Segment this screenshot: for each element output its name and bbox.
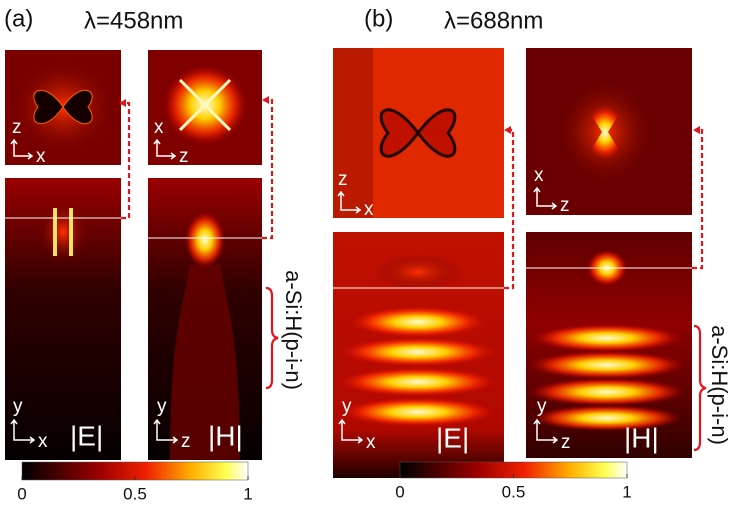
panel-b: (b) λ=688nm z x x z y x |E| y z |H| a-Si… [333,5,732,479]
axis-label: x [366,432,376,453]
panel-label: (a) [4,5,33,32]
field-band [338,337,498,367]
axis-arrows [338,418,364,444]
hot-spot [185,212,225,268]
field-band [532,405,682,431]
field-band [532,324,682,352]
axis-label: y [157,396,167,417]
hot-spot [53,208,57,256]
axis-arrows [533,186,558,210]
field-glow [373,254,463,290]
axis-label: x [534,165,544,186]
wavelength: λ=458nm [84,7,183,34]
colorbar-tick-label: 1 [622,482,631,501]
colorbar-tick-label: 0.5 [123,484,147,503]
axis-arrows [337,190,362,214]
arrow-head [119,99,126,107]
axis-arrows [10,418,36,444]
axis-label: y [537,396,547,417]
axis-arrows [533,418,559,444]
hot-spot [69,208,73,256]
axis-label: z [561,432,571,453]
link-arrow [121,101,131,220]
colorbar-tick-label: 0 [395,482,404,501]
field-label: |H| [624,422,659,453]
link-arrow [262,98,274,240]
axis-label: z [338,169,348,190]
link-arrow [504,128,515,290]
axis-label: x [364,199,374,220]
brace [265,286,279,390]
field-label: |E| [70,420,103,451]
field-label: |E| [436,422,469,453]
axis-label: z [560,195,570,216]
axis-arrows [153,418,179,444]
field-band [348,306,488,338]
field-band [336,367,500,397]
field-label: |H| [208,420,243,451]
axis-label: z [181,431,191,452]
colorbar-tick-label: 0 [17,484,26,503]
colorbar-tick-label: 1 [243,484,252,503]
layer-label: a-Si:H(p-i-n) [707,325,732,445]
field-band [338,397,498,427]
axis-label: x [154,117,164,138]
particle [178,78,232,132]
particle [585,105,625,160]
colorbar-tick-label: 0.5 [502,482,526,501]
axis-arrows [10,138,34,160]
arrow-head [693,126,700,134]
particle [33,89,93,125]
particle [379,108,457,158]
wavelength: λ=688nm [444,7,543,34]
panel-label: (b) [364,5,393,32]
link-arrow [692,128,704,270]
panel-a: (a) λ=458nm z x x z y x |E| y z |H| a-Si… [4,5,306,481]
axis-label: z [179,146,189,167]
arrow-head [504,126,511,134]
axis-arrows [153,138,177,160]
layer-label: a-Si:H(p-i-n) [281,270,306,390]
arrow-head [262,96,269,104]
field-shade [333,48,373,218]
brace [693,324,707,452]
axis-label: x [36,146,46,167]
axis-label: y [342,396,352,417]
field-band [529,378,685,406]
field-band [529,351,685,379]
axis-label: y [13,396,23,417]
field-glow [170,265,240,460]
field-glow [38,200,88,264]
axis-label: z [12,117,22,138]
axis-label: x [38,431,48,452]
